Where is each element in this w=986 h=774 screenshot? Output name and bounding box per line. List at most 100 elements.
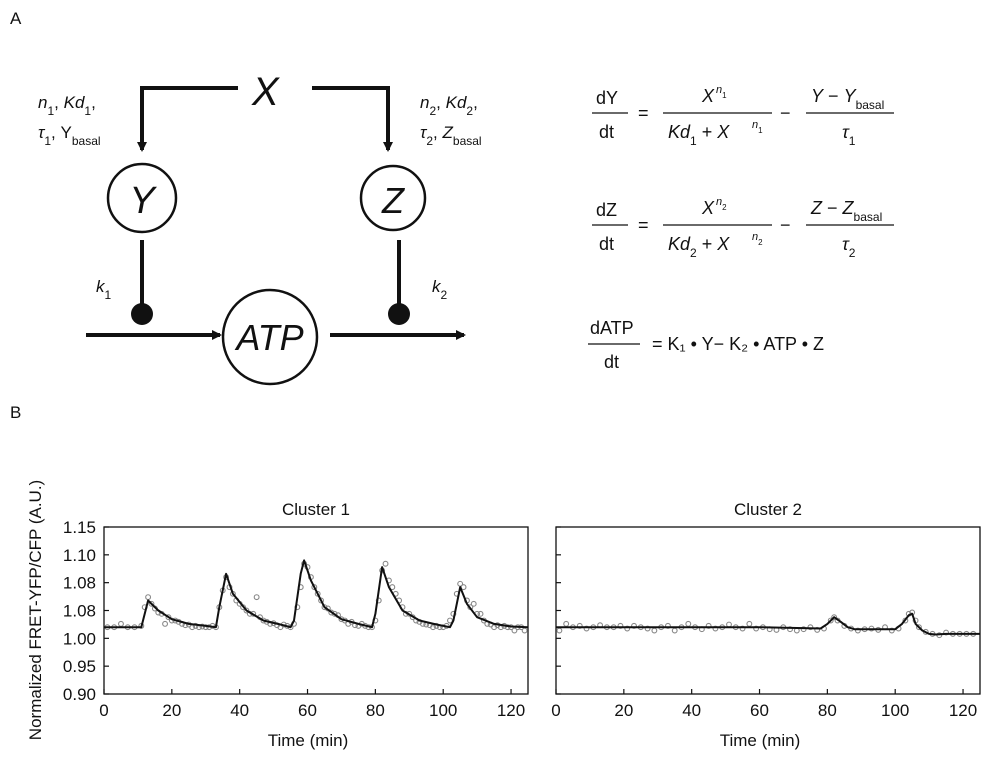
- pathway-diagram: X n1, Kd1, τ1, Ybasal n2, Kd2, τ2, Zbasa…: [38, 70, 482, 386]
- plot-frame: [555, 526, 981, 695]
- svg-text:Kd1 + X: Kd1 + X: [668, 122, 730, 148]
- y-tick-label: 1.08: [63, 574, 96, 593]
- svg-text:dt: dt: [599, 122, 614, 142]
- svg-text:n1: n1: [716, 84, 727, 100]
- equation-datp-dt: dATP dt = K₁ • Y− K₂ • ATP • Z: [588, 318, 824, 372]
- data-point: [145, 594, 152, 601]
- data-point: [617, 622, 624, 629]
- data-point: [712, 625, 719, 632]
- svg-text:Z − Zbasal: Z − Zbasal: [810, 198, 882, 224]
- data-point: [511, 627, 518, 634]
- z-regulation-ball: [388, 303, 410, 325]
- x-tick-label: 60: [298, 701, 317, 720]
- svg-text:τ2: τ2: [842, 234, 856, 260]
- data-point: [563, 620, 570, 627]
- chart-title: Cluster 1: [282, 500, 350, 519]
- data-point: [800, 626, 807, 633]
- data-point: [943, 629, 950, 636]
- svg-text:dt: dt: [604, 352, 619, 372]
- input-x-label: X: [251, 70, 280, 114]
- svg-text:−: −: [780, 103, 791, 123]
- cluster-2-chart: Cluster 2 0 20 40 60 80 100 120 Time (min): [551, 500, 981, 750]
- data-point: [631, 622, 637, 629]
- svg-text:dt: dt: [599, 234, 614, 254]
- node-y-label: Y: [129, 180, 157, 222]
- svg-text:=: =: [638, 215, 649, 235]
- data-point: [321, 604, 328, 611]
- node-y-circle: [106, 162, 178, 234]
- data-point: [583, 625, 590, 632]
- x-tick-label: 120: [497, 701, 525, 720]
- data-point: [644, 625, 651, 632]
- chart-title: Cluster 2: [734, 500, 802, 519]
- data-point: [807, 624, 814, 631]
- svg-text:Y − Ybasal: Y − Ybasal: [811, 86, 884, 112]
- node-atp-circle: [221, 288, 319, 386]
- svg-text:=: =: [638, 103, 649, 123]
- panel-a-label: A: [10, 9, 22, 28]
- x-tick-label: 120: [949, 701, 977, 720]
- data-point: [576, 622, 583, 629]
- y-tick-label: 1.08: [63, 602, 96, 621]
- x-tick-label: 40: [230, 701, 249, 720]
- data-point: [318, 597, 325, 604]
- y-regulation-ball: [131, 303, 153, 325]
- shared-y-axis-label: Normalized FRET-YFP/CFP (A.U.): [26, 480, 45, 740]
- data-point: [477, 610, 484, 617]
- x-axis-label: Time (min): [720, 731, 801, 750]
- y-tick-label: 1.00: [63, 629, 96, 648]
- x-tick-label: 80: [366, 701, 385, 720]
- node-atp-label: ATP: [234, 317, 303, 358]
- svg-text:−: −: [780, 215, 791, 235]
- x-tick-label: 40: [682, 701, 701, 720]
- left-branch-params-line1: n1, Kd1,: [38, 93, 96, 118]
- svg-text:= K₁ • Y− K₂ • ATP • Z: = K₁ • Y− K₂ • ATP • Z: [652, 334, 824, 354]
- x-tick-label: 0: [99, 701, 108, 720]
- data-point: [311, 584, 318, 591]
- x-to-y-connector: [137, 86, 238, 152]
- equation-dz-dt: dZ dt = X n2 Kd2 + X n2 − Z − Zbasal τ2: [592, 196, 894, 260]
- node-z-circle: [359, 164, 427, 232]
- data-point: [470, 600, 477, 607]
- panel-b-label: B: [10, 403, 21, 422]
- equation-dy-dt: dY dt = X n1 Kd1 + X n1 − Y − Ybasal τ1: [592, 84, 894, 148]
- x-tick-label: 100: [429, 701, 457, 720]
- data-point: [556, 627, 563, 634]
- svg-text:dATP: dATP: [590, 318, 634, 338]
- y-tick-label: 1.10: [63, 546, 96, 565]
- x-tick-label: 0: [551, 701, 560, 720]
- model-fit-line: [104, 559, 529, 629]
- x-tick-label: 20: [162, 701, 181, 720]
- x-tick-label: 20: [614, 701, 633, 720]
- data-point: [831, 614, 838, 621]
- svg-text:n2: n2: [716, 196, 727, 212]
- data-point: [430, 624, 436, 631]
- data-point: [651, 627, 658, 634]
- svg-text:dZ: dZ: [596, 200, 617, 220]
- data-point: [148, 600, 155, 607]
- svg-text:X: X: [701, 198, 715, 218]
- model-fit-line: [556, 612, 980, 636]
- data-point: [671, 627, 678, 634]
- data-point: [739, 625, 746, 632]
- cluster-1-chart: Cluster 1 0 20 40 60 80 100 120 Time (min) 0.90 0.…: [63, 500, 529, 750]
- data-point: [521, 627, 528, 634]
- data-point: [753, 625, 760, 632]
- plot-frame: [103, 526, 529, 695]
- svg-text:τ1: τ1: [842, 122, 856, 148]
- node-z-label: Z: [381, 180, 405, 221]
- data-point: [624, 625, 631, 632]
- y-tick-label: 0.90: [63, 685, 96, 704]
- x-tick-label: 80: [818, 701, 837, 720]
- svg-text:n2: n2: [752, 231, 763, 247]
- svg-text:n1: n1: [752, 119, 763, 135]
- data-point: [685, 620, 692, 627]
- left-branch-params-line2: τ1, Ybasal: [38, 123, 101, 148]
- data-point: [243, 607, 250, 614]
- right-branch-params-line2: τ2, Zbasal: [420, 123, 482, 148]
- svg-text:X: X: [701, 86, 715, 106]
- x-tick-label: 100: [881, 701, 909, 720]
- data-point: [165, 614, 172, 621]
- k2-label: k2: [432, 277, 448, 302]
